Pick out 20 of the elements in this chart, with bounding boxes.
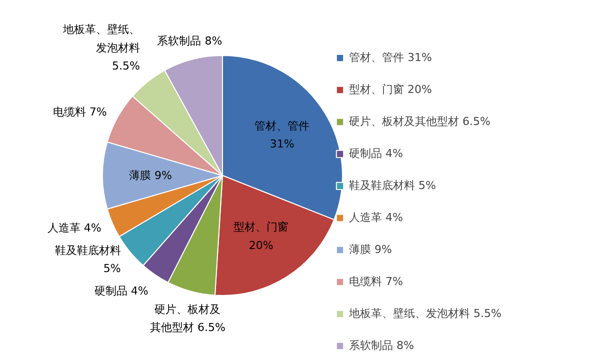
data-label: 鞋及鞋底材料 5% xyxy=(54,244,121,276)
legend-label: 人造革 4% xyxy=(349,210,403,225)
slice-label: 管材、管件 31% xyxy=(254,119,310,151)
legend-label: 硬片、板材及其他型材 6.5% xyxy=(349,114,490,129)
data-label: 地板革、壁纸、发泡材料 5.5% xyxy=(62,23,140,72)
data-label: 系软制品 8% xyxy=(157,34,222,48)
legend-label: 系软制品 8% xyxy=(349,338,414,353)
legend-label: 地板革、壁纸、发泡材料 5.5% xyxy=(349,306,502,321)
data-label: 型材、门窗 20% xyxy=(234,220,289,252)
data-label: 管材、管件 31% xyxy=(349,50,432,65)
data-label: 人造革 4% xyxy=(47,221,102,234)
legend-label: 薄膜 9% xyxy=(349,242,392,257)
data-label: 硬片、板材及其他型材 6.5% xyxy=(150,302,226,334)
legend-label: 型材、门窗 20% xyxy=(349,82,432,97)
data-label: 硬制品 4% xyxy=(94,284,148,298)
legend-label: 鞋及鞋底材料 5% xyxy=(349,178,436,193)
data-label: 电缆料 7% xyxy=(52,105,107,118)
legend-label: 硬制品 4% xyxy=(349,146,403,161)
data-label: 薄膜 9% xyxy=(129,169,172,182)
legend-label: 电缆料 7% xyxy=(349,274,403,289)
